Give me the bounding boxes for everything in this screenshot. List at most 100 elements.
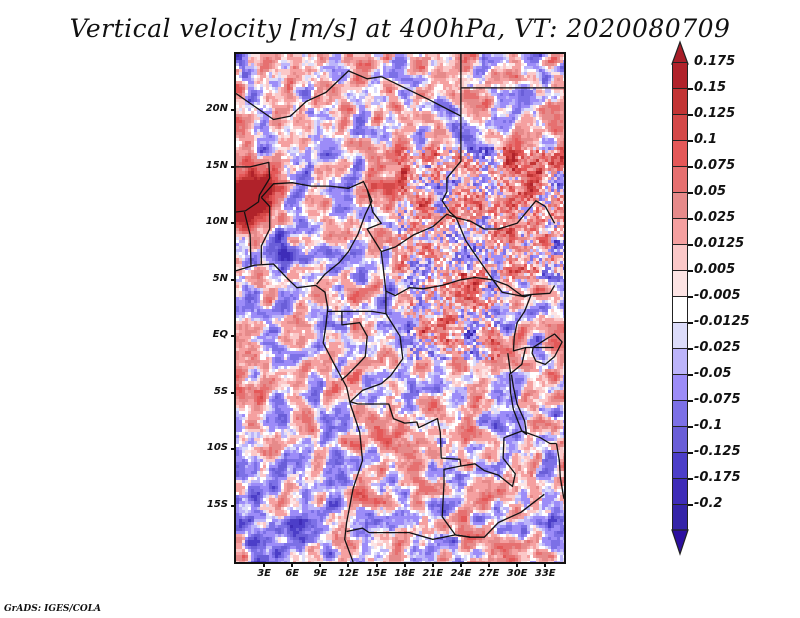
- colorbar-label: -0.125: [694, 444, 741, 459]
- lat-tick-label: 20N: [205, 103, 228, 115]
- colorbar-tick: [688, 191, 693, 194]
- lon-tick-label: 27E: [478, 568, 500, 579]
- lon-tick-label: 18E: [394, 568, 416, 579]
- colorbar-tick: [688, 399, 693, 402]
- border-nigeria-cameroon: [316, 189, 373, 285]
- lat-tick-label: 15S: [206, 498, 228, 510]
- lake-tanganyika: [508, 373, 528, 436]
- colorbar-label: 0.05: [694, 184, 727, 199]
- border-chad-cameroon: [366, 189, 382, 252]
- colorbar-label: -0.0125: [694, 314, 750, 329]
- colorbar-tick: [688, 165, 693, 168]
- border-tanzania-zambia: [521, 430, 557, 445]
- lon-tick-label: 30E: [506, 568, 528, 579]
- border-southsudan-drc: [455, 217, 556, 297]
- colorbar-swatch: [672, 452, 688, 480]
- lat-tick: [231, 222, 236, 225]
- colorbar-swatch: [672, 400, 688, 428]
- colorbar-label: 0.1: [694, 132, 718, 147]
- lat-tick: [231, 165, 236, 168]
- colorbar-label: -0.075: [694, 392, 741, 407]
- border-mali-niger: [235, 161, 271, 213]
- colorbar-swatch: [672, 296, 688, 324]
- colorbar-label: 0.15: [694, 80, 727, 95]
- colorbar-label: 0.025: [694, 210, 736, 225]
- border-congo-drc: [349, 313, 404, 403]
- colorbar-tick: [688, 269, 693, 272]
- border-sudan-southsudan: [456, 200, 556, 230]
- border-niger-nigeria: [260, 180, 368, 198]
- colorbar-swatch: [672, 504, 688, 532]
- lon-tick: [319, 562, 322, 567]
- lat-tick-label: 5S: [213, 385, 228, 397]
- colorbar-tick: [688, 113, 693, 116]
- lon-tick-label: 6E: [285, 568, 300, 579]
- colorbar-tick: [688, 321, 693, 324]
- colorbar-label: 0.075: [694, 158, 736, 173]
- colorbar-swatch: [672, 426, 688, 454]
- colorbar-tick: [688, 503, 693, 506]
- colorbar-tick: [688, 451, 693, 454]
- lon-tick: [263, 562, 266, 567]
- lat-tick: [231, 448, 236, 451]
- lat-tick-label: 10N: [205, 216, 228, 228]
- lat-tick-label: 10S: [206, 442, 228, 454]
- lon-tick-label: 24E: [450, 568, 472, 579]
- border-angola-namibia: [346, 527, 456, 541]
- lat-tick-label: 15N: [205, 159, 228, 171]
- border-gabon-congo: [340, 311, 368, 381]
- colorbar-tick: [688, 217, 693, 220]
- border-togo-benin: [243, 211, 252, 267]
- colorbar-swatch: [672, 244, 688, 272]
- colorbar-label: -0.175: [694, 470, 741, 485]
- colorbar-tick: [688, 243, 693, 246]
- colorbar-swatch: [672, 218, 688, 246]
- border-cameroon-south: [327, 291, 387, 315]
- colorbar-tick: [688, 139, 693, 142]
- colorbar-swatch: [672, 88, 688, 116]
- colorbar-swatch: [672, 140, 688, 168]
- colorbar-swatch: [672, 322, 688, 350]
- border-car-drc: [380, 251, 493, 297]
- colorbar-swatch: [672, 270, 688, 298]
- lon-tick-label: 15E: [366, 568, 387, 579]
- lon-tick-label: 12E: [338, 568, 359, 579]
- colorbar-swatch: [672, 114, 688, 142]
- lat-tick-label: EQ: [212, 329, 228, 341]
- colorbar-label: -0.2: [694, 496, 723, 511]
- vertical-velocity-field: [236, 54, 564, 562]
- colorbar-label: -0.1: [694, 418, 723, 433]
- border-zambia-drc: [460, 430, 523, 488]
- colorbar-swatch: [672, 374, 688, 402]
- colorbar-label: 0.005: [694, 262, 736, 277]
- colorbar-label: 0.0125: [694, 236, 745, 251]
- border-uganda-drc: [512, 294, 554, 352]
- colorbar-swatch: [672, 62, 688, 90]
- lon-tick: [403, 562, 406, 567]
- lat-tick: [231, 335, 236, 338]
- colorbar-tick: [688, 477, 693, 480]
- colorbar-label: -0.005: [694, 288, 741, 303]
- lake-victoria: [531, 333, 563, 366]
- colorbar-tick: [688, 373, 693, 376]
- lon-tick-label: 9E: [313, 568, 328, 579]
- colorbar-label: 0.175: [694, 54, 736, 69]
- colorbar-min-arrow: [671, 529, 689, 556]
- colorbar-legend: 0.175 0.15 0.125 0.1 0.075 0.05 0.025 0.0125 0.0…: [671, 40, 750, 558]
- lat-tick-label: 5N: [212, 272, 228, 284]
- lon-tick-label: 33E: [534, 568, 556, 579]
- lat-tick: [231, 278, 236, 281]
- lon-tick: [431, 562, 434, 567]
- border-benin-nigeria: [260, 196, 271, 264]
- colorbar-tick: [688, 347, 693, 350]
- colorbar-label: -0.05: [694, 366, 732, 381]
- lon-tick-label: 3E: [257, 568, 271, 579]
- colorbar-label: -0.025: [694, 340, 741, 355]
- lon-tick: [375, 562, 378, 567]
- chart-title: Vertical velocity [m/s] at 400hPa, VT: 2…: [69, 14, 731, 43]
- country-borders: [235, 54, 565, 563]
- colorbar-tick: [688, 87, 693, 90]
- lon-tick: [516, 562, 519, 567]
- colorbar-swatch: [672, 478, 688, 506]
- lon-tick-label: 21E: [422, 568, 444, 579]
